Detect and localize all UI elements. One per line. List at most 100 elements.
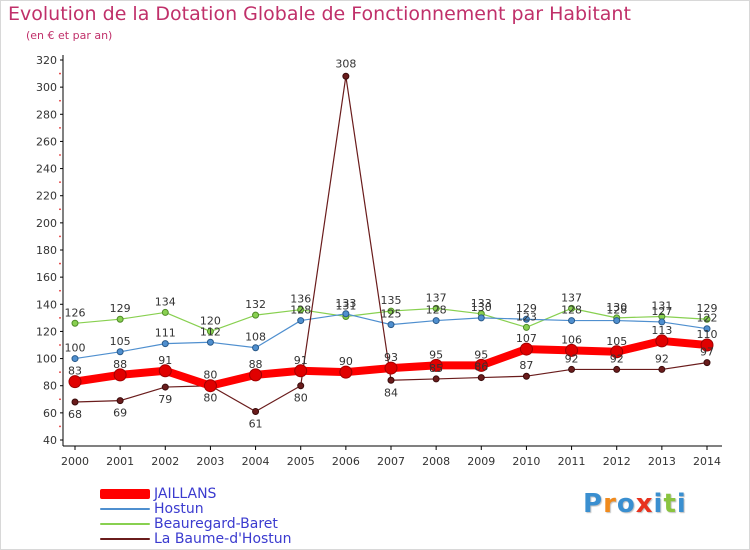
data-point-la-baume-d-hostun	[116, 397, 124, 405]
data-label-la-baume-d-hostun: 92	[610, 352, 624, 365]
y-minor-tick	[59, 398, 61, 401]
legend-swatch	[100, 538, 150, 540]
data-point-hostun	[116, 348, 124, 356]
legend-item-hostun: Hostun	[100, 501, 204, 517]
x-tick-label: 2001	[106, 455, 134, 468]
data-point-la-baume-d-hostun	[342, 72, 350, 80]
data-label-beauregard-baret: 130	[606, 301, 627, 314]
data-label-jaillans: 83	[68, 365, 82, 378]
data-point-hostun	[522, 315, 530, 323]
series-points	[68, 72, 714, 415]
y-minor-tick	[59, 371, 61, 374]
data-point-hostun	[297, 317, 305, 325]
data-label-beauregard-baret: 133	[471, 297, 492, 310]
y-tick-label: 140	[36, 298, 57, 311]
y-tick-label: 60	[43, 407, 57, 420]
data-label-hostun: 128	[290, 304, 311, 317]
data-label-jaillans: 93	[384, 351, 398, 364]
data-point-jaillans	[700, 338, 714, 352]
logo-letter: r	[603, 489, 617, 519]
data-point-hostun	[342, 310, 350, 318]
y-tick-label: 100	[36, 353, 57, 366]
y-tick-label: 260	[36, 135, 57, 148]
data-point-la-baume-d-hostun	[161, 383, 169, 391]
data-point-la-baume-d-hostun	[297, 382, 305, 390]
data-label-la-baume-d-hostun: 68	[68, 408, 82, 421]
data-point-beauregard-baret	[297, 306, 305, 314]
data-point-hostun	[658, 318, 666, 326]
logo-letter: x	[635, 489, 654, 519]
data-point-jaillans	[158, 364, 172, 378]
x-tick-label: 2010	[512, 455, 540, 468]
data-point-jaillans	[610, 345, 624, 359]
y-minor-tick	[59, 289, 61, 292]
data-point-jaillans	[68, 375, 82, 389]
data-point-beauregard-baret	[387, 307, 395, 315]
data-point-jaillans	[429, 358, 443, 372]
data-label-beauregard-baret: 131	[651, 300, 672, 313]
y-tick-label: 240	[36, 163, 57, 176]
data-point-beauregard-baret	[252, 311, 260, 319]
data-point-la-baume-d-hostun	[252, 408, 260, 415]
data-point-hostun	[206, 338, 214, 346]
data-point-beauregard-baret	[703, 315, 711, 323]
data-point-beauregard-baret	[522, 323, 530, 331]
x-tick-label: 2007	[377, 455, 405, 468]
data-label-jaillans: 88	[113, 358, 127, 371]
data-label-beauregard-baret: 120	[200, 314, 221, 327]
legend-label: JAILLANS	[154, 486, 217, 502]
legend-item-beauregard-baret: Beauregard-Baret	[100, 516, 278, 532]
data-point-jaillans	[519, 342, 533, 356]
data-label-la-baume-d-hostun: 86	[474, 361, 488, 374]
y-minor-tick	[59, 262, 61, 265]
data-label-beauregard-baret: 131	[335, 300, 356, 313]
x-tick-label: 2002	[151, 455, 179, 468]
data-point-la-baume-d-hostun	[613, 365, 621, 373]
data-label-jaillans: 91	[294, 354, 308, 367]
logo-letter: t	[663, 489, 677, 519]
logo-letter: i	[653, 489, 664, 519]
data-label-beauregard-baret: 135	[381, 294, 402, 307]
data-label-la-baume-d-hostun: 79	[158, 393, 172, 406]
legend-label: Beauregard-Baret	[154, 516, 278, 532]
data-point-jaillans	[384, 361, 398, 375]
data-label-la-baume-d-hostun: 85	[429, 362, 443, 375]
y-tick-label: 120	[36, 325, 57, 338]
data-label-jaillans: 106	[561, 333, 582, 346]
y-minor-tick	[59, 99, 61, 102]
x-tick-label: 2004	[242, 455, 270, 468]
x-tick-label: 2008	[422, 455, 450, 468]
data-point-beauregard-baret	[71, 319, 79, 327]
data-label-jaillans: 107	[516, 332, 537, 345]
y-minor-tick	[59, 126, 61, 129]
data-label-hostun: 128	[426, 304, 447, 317]
x-tick-label: 2013	[648, 455, 676, 468]
logo-letter: o	[616, 489, 636, 519]
data-label-jaillans: 95	[474, 348, 488, 361]
data-label-la-baume-d-hostun: 80	[294, 392, 308, 405]
y-minor-tick	[59, 425, 61, 428]
data-label-la-baume-d-hostun: 87	[519, 359, 533, 372]
data-label-hostun: 100	[65, 342, 86, 355]
data-label-beauregard-baret: 137	[426, 291, 447, 304]
x-tick-label: 2003	[196, 455, 224, 468]
y-tick-label: 280	[36, 108, 57, 121]
data-point-la-baume-d-hostun	[522, 372, 530, 380]
x-tick-label: 2014	[693, 455, 721, 468]
data-label-hostun: 133	[335, 297, 356, 310]
data-point-la-baume-d-hostun	[71, 398, 79, 406]
data-point-jaillans	[294, 364, 308, 378]
data-point-la-baume-d-hostun	[432, 375, 440, 383]
legend-item-jaillans: JAILLANS	[100, 486, 216, 502]
data-label-jaillans: 91	[158, 354, 172, 367]
data-label-jaillans: 105	[606, 335, 627, 348]
data-point-la-baume-d-hostun	[568, 365, 576, 373]
y-tick-label: 200	[36, 217, 57, 230]
y-minor-tick	[59, 72, 61, 75]
data-label-la-baume-d-hostun: 92	[565, 352, 579, 365]
data-label-la-baume-d-hostun: 80	[203, 392, 217, 405]
data-label-jaillans: 110	[697, 328, 718, 341]
data-point-beauregard-baret	[116, 315, 124, 323]
data-point-jaillans	[474, 358, 488, 372]
data-label-beauregard-baret: 136	[290, 293, 311, 306]
